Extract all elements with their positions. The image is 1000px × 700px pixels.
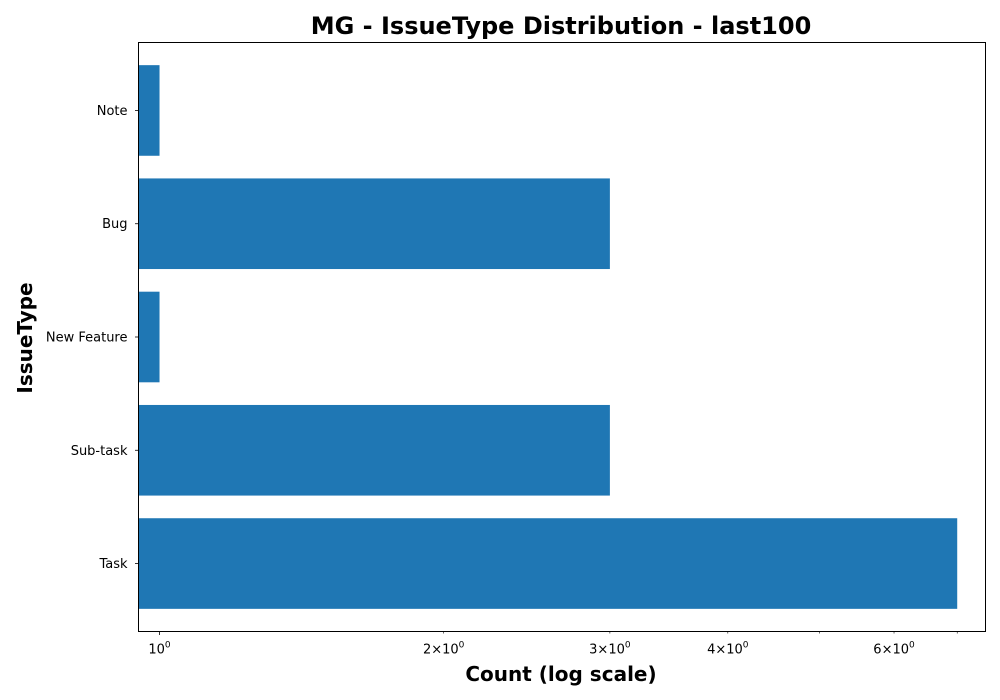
bar-sub-task bbox=[138, 404, 610, 496]
y-tick-label: Bug bbox=[102, 217, 127, 232]
y-axis-label: IssueType bbox=[13, 282, 37, 393]
bar-bug bbox=[138, 178, 610, 270]
bar-group bbox=[138, 65, 958, 609]
plot-frame bbox=[138, 42, 986, 632]
chart-title: MG - IssueType Distribution - last100 bbox=[311, 12, 812, 40]
x-tick-label: 4×100 bbox=[707, 641, 749, 658]
y-tick-label: Task bbox=[98, 557, 128, 572]
x-tick-label: 100 bbox=[148, 641, 171, 658]
bar-note bbox=[138, 65, 160, 156]
y-axis-ticks: Task Sub-task New Feature Bug Note bbox=[46, 104, 139, 572]
x-tick-label: 2×100 bbox=[423, 641, 465, 658]
bar-new-feature bbox=[138, 291, 160, 383]
x-axis-label: Count (log scale) bbox=[465, 662, 656, 686]
x-tick-label: 6×100 bbox=[873, 641, 915, 658]
x-tick-label: 3×100 bbox=[589, 641, 631, 658]
y-tick-label: Note bbox=[97, 104, 128, 119]
bar-task bbox=[138, 518, 958, 609]
y-tick-label: Sub-task bbox=[71, 444, 128, 459]
x-axis-ticks: 100 2×100 3×100 4×100 6×100 bbox=[148, 631, 958, 658]
y-tick-label: New Feature bbox=[46, 331, 128, 346]
